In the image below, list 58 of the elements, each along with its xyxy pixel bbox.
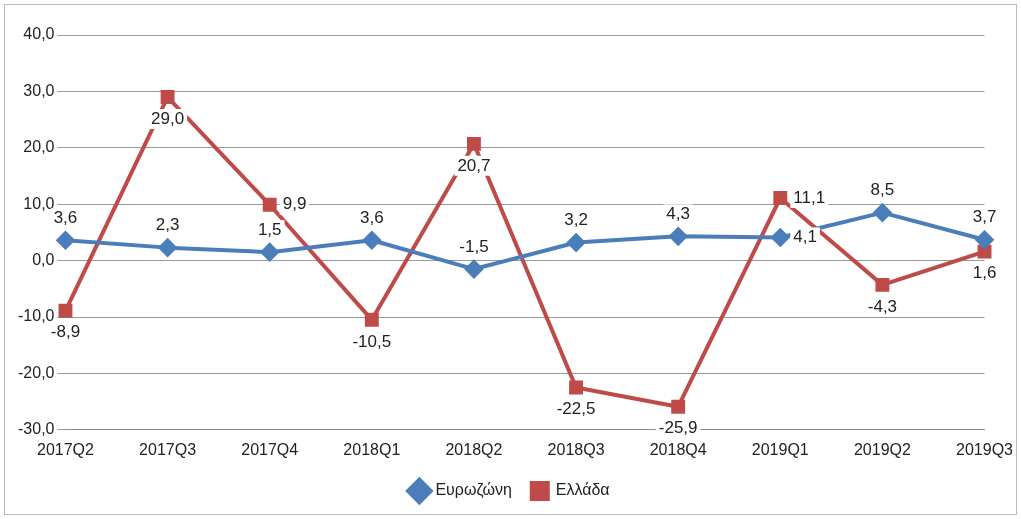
legend-label: Ευρωζώνη [435,481,512,500]
point [569,380,584,395]
data-label: 1,5 [257,219,282,239]
point [773,191,788,205]
data-label: 2,3 [155,215,180,235]
data-label: -22,5 [556,399,596,419]
data-label: 29,0 [151,108,185,128]
x-tick-label: 2018Q3 [547,440,605,458]
y-tick-label: 0,0 [32,251,55,269]
x-tick-label: 2017Q4 [241,440,299,458]
point [158,238,177,257]
x-tick-label: 2019Q2 [853,440,911,458]
point [364,312,379,327]
data-label: 3,6 [360,207,384,227]
x-tick-label: 2017Q3 [139,440,197,458]
data-label: 9,9 [282,194,307,214]
point [873,203,892,222]
point [975,230,994,249]
point [466,136,481,151]
point [464,260,483,279]
data-label: -10,5 [352,331,392,351]
data-label: -1,5 [459,236,489,256]
data-label: -4,3 [867,296,898,316]
point [56,231,75,250]
point [160,90,175,104]
data-label: 4,3 [666,204,690,224]
point [260,243,279,262]
data-label: 3,6 [53,207,78,227]
data-label: -25,9 [658,418,698,438]
y-tick-label: 20,0 [23,138,55,156]
data-label: 8,5 [870,180,895,200]
y-tick-label: 10,0 [23,194,55,212]
data-label: 4,1 [793,227,817,247]
point [567,233,586,252]
point [669,227,688,246]
y-tick-label: -10,0 [18,307,55,325]
x-tick-label: 2019Q3 [956,440,1014,458]
x-tick-label: 2018Q1 [343,440,401,458]
legend-label: Ελλάδα [555,481,610,499]
y-tick-label: -20,0 [18,363,55,381]
data-label: 3,7 [972,207,997,227]
y-tick-label: -30,0 [18,420,55,438]
point [262,197,277,212]
y-tick-label: 40,0 [23,25,55,43]
x-tick-label: 2019Q1 [751,440,809,458]
data-label: 1,6 [972,263,997,283]
y-tick-label: 30,0 [23,81,55,99]
x-tick-label: 2018Q2 [445,440,503,458]
data-label: 3,2 [564,210,588,230]
point [771,228,790,247]
x-tick-label: 2017Q2 [37,440,95,458]
data-label: 11,1 [793,187,826,207]
x-tick-label: 2018Q4 [649,440,707,458]
data-label: -8,9 [50,322,81,342]
point [671,399,686,414]
point [362,231,381,250]
point [875,277,890,292]
data-label: 20,7 [457,155,491,175]
